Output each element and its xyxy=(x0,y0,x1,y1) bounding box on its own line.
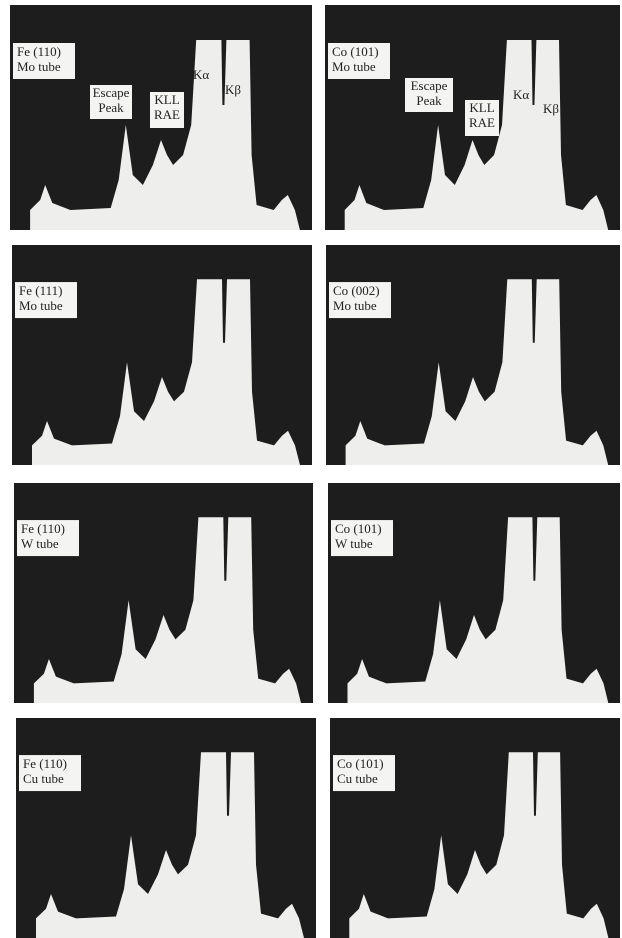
panel-label: Fe (110) xyxy=(17,44,61,59)
annotation: Escape xyxy=(411,78,448,93)
panel-label: Cu tube xyxy=(23,771,64,786)
annotation: Peak xyxy=(416,93,442,108)
panel-label: Cu tube xyxy=(337,771,378,786)
annotation: Peak xyxy=(98,100,124,115)
annotation: Kβ xyxy=(225,82,241,97)
annotation: Kα xyxy=(513,87,529,102)
panel-label: Co (101) xyxy=(337,756,384,771)
panel-label: Mo tube xyxy=(333,298,377,313)
annotation: KLL xyxy=(154,92,179,107)
panel: Co (002)Mo tube xyxy=(326,245,620,465)
panel-label: Mo tube xyxy=(17,59,61,74)
panel-label: Co (002) xyxy=(333,283,380,298)
panel: Fe (110)Cu tube xyxy=(16,718,316,938)
panel-label: Co (101) xyxy=(335,521,382,536)
panel: Co (101)Cu tube xyxy=(330,718,620,938)
panel: Fe (110)W tube xyxy=(14,483,313,703)
panel-label: Mo tube xyxy=(332,59,376,74)
panel: Fe (111)Mo tube xyxy=(12,245,312,465)
annotation: Kα xyxy=(193,67,209,82)
page: Fe (110)Mo tubeEscapePeakKLLRAEKαKβCo (1… xyxy=(0,0,622,938)
panel-label: Co (101) xyxy=(332,44,379,59)
panel-label: W tube xyxy=(21,536,59,551)
panel-label: Mo tube xyxy=(19,298,63,313)
annotation: Kβ xyxy=(543,101,559,116)
panel-label: Fe (111) xyxy=(19,283,62,298)
annotation: Escape xyxy=(93,85,130,100)
panel: Co (101)W tube xyxy=(328,483,620,703)
annotation: RAE xyxy=(469,115,495,130)
panel-label: W tube xyxy=(335,536,373,551)
annotation: KLL xyxy=(469,100,494,115)
figure: Fe (110)Mo tubeEscapePeakKLLRAEKαKβCo (1… xyxy=(0,0,622,938)
panel-label: Fe (110) xyxy=(23,756,67,771)
panel-label: Fe (110) xyxy=(21,521,65,536)
annotation: RAE xyxy=(154,107,180,122)
